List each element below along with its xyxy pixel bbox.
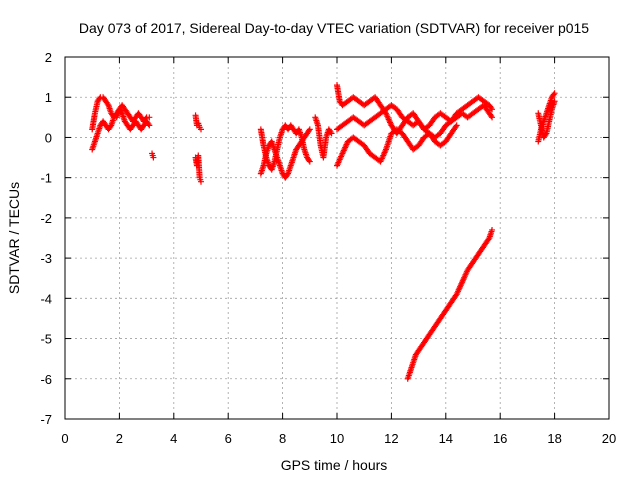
y-axis-label: SDTVAR / TECUs — [6, 182, 22, 294]
data-point — [198, 126, 204, 133]
y-tick-label: -3 — [40, 251, 52, 266]
x-axis-label: GPS time / hours — [281, 457, 388, 473]
x-tick-label: 8 — [279, 431, 286, 446]
data-point — [452, 123, 459, 130]
x-tick-label: 6 — [225, 431, 232, 446]
x-tick-label: 2 — [116, 431, 123, 446]
y-tick-label: 2 — [45, 50, 52, 65]
data-points — [89, 82, 558, 382]
y-tick-label: -6 — [40, 372, 52, 387]
grid-lines — [65, 57, 609, 419]
data-point — [305, 127, 312, 134]
data-point — [489, 226, 496, 233]
data-point — [328, 130, 335, 137]
data-point — [198, 178, 204, 185]
data-point — [146, 114, 153, 121]
data-point — [542, 131, 549, 138]
x-tick-label: 14 — [439, 431, 453, 446]
data-point — [488, 112, 495, 119]
data-point — [550, 91, 557, 98]
x-tick-label: 18 — [547, 431, 561, 446]
data-point — [306, 126, 313, 133]
data-point — [489, 114, 496, 121]
data-point — [145, 121, 152, 128]
data-point — [453, 122, 460, 129]
data-point — [489, 106, 496, 113]
y-tick-label: 0 — [45, 130, 52, 145]
data-point — [488, 104, 495, 111]
y-tick-label: -5 — [40, 332, 52, 347]
data-point — [551, 98, 558, 105]
data-point — [150, 154, 157, 161]
y-tick-label: -1 — [40, 171, 52, 186]
y-tick-label: -2 — [40, 211, 52, 226]
x-tick-label: 12 — [384, 431, 398, 446]
x-tick-label: 16 — [493, 431, 507, 446]
data-point — [305, 157, 312, 164]
data-point — [146, 122, 153, 129]
data-point — [306, 158, 313, 165]
x-tick-label: 4 — [170, 431, 177, 446]
y-tick-label: -7 — [40, 412, 52, 427]
x-tick-label: 20 — [602, 431, 616, 446]
data-point — [327, 129, 334, 136]
data-point — [551, 90, 558, 97]
y-tick-label: -4 — [40, 291, 52, 306]
y-tick-label: 1 — [45, 90, 52, 105]
x-tick-label: 0 — [61, 431, 68, 446]
chart-title: Day 073 of 2017, Sidereal Day-to-day VTE… — [79, 20, 589, 36]
x-tick-label: 10 — [330, 431, 344, 446]
